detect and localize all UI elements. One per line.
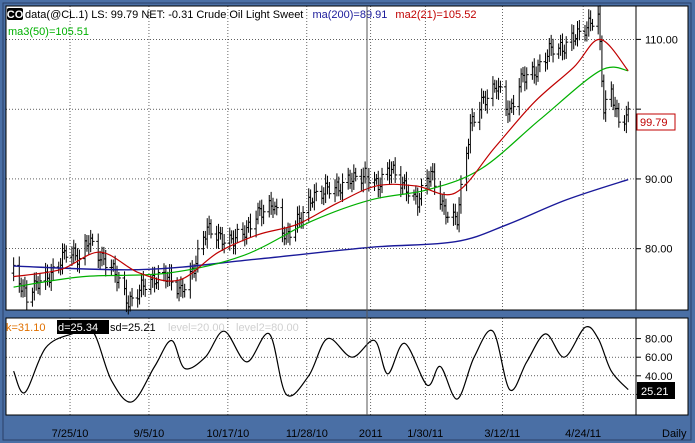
stoch-header: k=31.10 [6,322,45,334]
symbol-icon-bg [7,8,23,20]
stochastic-line [13,326,629,403]
stoch-axis-ticks: 40.00 60.00 80.00 [636,334,673,395]
ma21-legend: ma2(21)=105.52 [395,9,476,21]
x-axis-ticks: 7/25/10 9/5/10 10/17/10 11/28/10 2011 1/30/11… [52,428,601,440]
price-tick-label: 80.00 [645,244,673,256]
x-tick-label: 9/5/10 [134,428,165,440]
x-tick-label: 4/24/11 [565,428,601,440]
price-gridlines [6,6,636,310]
price-panel-bg [5,5,637,311]
stochastic-panel[interactable]: 40.00 60.00 80.00 k=31.10 d=25.34 sd=25.21… [5,317,689,416]
x-tick-label: 7/25/10 [52,428,89,440]
x-tick-label: 3/12/11 [484,428,520,440]
stoch-tick-label: 40.00 [645,371,673,383]
stoch-gridlines [6,318,636,415]
price-panel[interactable]: 80.00 90.00 110.00 CO data(@CL.1) LS: 99.7… [5,5,689,315]
price-tick-label: 90.00 [645,174,673,186]
symbol-icon: CO [7,9,24,21]
interval-label: Daily [662,428,687,440]
stoch-badge: 25.21 [641,386,669,398]
x-tick-label: 11/28/10 [286,428,328,440]
header-info-text: data(@CL.1) LS: 99.79 NET: -0.31 Crude O… [25,9,303,21]
price-axis-bg [635,5,689,311]
ma200-legend: ma(200)=89.91 [312,9,387,21]
price-tick-label: 110.00 [645,34,678,46]
price-bars-series [11,5,631,315]
stoch-tick-label: 80.00 [645,334,673,346]
x-tick-label: 10/17/10 [206,428,249,440]
header-info: data(@CL.1) LS: 99.79 NET: -0.31 Crude O… [25,9,476,21]
stoch-tick-label: 60.00 [645,352,673,364]
stoch-panel-bg [5,317,637,416]
stoch-level1-label: level=20.00 [168,322,225,334]
ma200-line [13,178,629,271]
stoch-badge-box [637,382,675,399]
price-badge: 99.79 [640,117,668,129]
ma21-line [13,38,629,282]
stoch-d-label: d=25.34 [58,322,98,334]
stoch-k-label: k=31.10 [6,322,45,334]
x-tick-label: 2011 [359,428,383,440]
price-badge-box [636,113,676,131]
stoch-axis-bg [635,317,689,416]
x-tick-label: 1/30/11 [407,428,443,440]
stoch-sd-label: sd=25.21 [110,322,156,334]
price-axis-ticks: 80.00 90.00 110.00 [636,34,678,256]
ma50-legend: ma3(50)=105.51 [8,26,89,38]
stoch-d-label-bg [57,320,109,334]
stoch-level2-label: level2=80.00 [236,322,299,334]
